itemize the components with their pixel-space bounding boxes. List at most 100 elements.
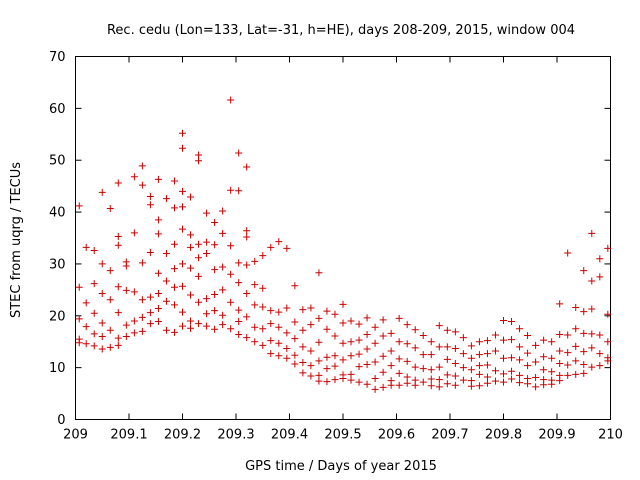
data-point <box>162 250 170 258</box>
data-point <box>516 343 524 351</box>
data-point <box>299 369 307 377</box>
data-point <box>203 322 211 330</box>
data-point <box>211 218 219 226</box>
data-point <box>203 209 211 217</box>
data-point <box>219 207 227 215</box>
data-point <box>154 305 162 313</box>
data-point <box>508 354 516 362</box>
data-point <box>130 317 138 325</box>
data-point <box>580 308 588 316</box>
data-point <box>291 360 299 368</box>
data-point <box>187 264 195 272</box>
data-point <box>435 363 443 371</box>
data-point <box>483 361 491 369</box>
data-point <box>355 350 363 358</box>
data-point <box>203 238 211 246</box>
data-point <box>90 280 98 288</box>
data-point <box>588 363 596 371</box>
data-point <box>154 289 162 297</box>
y-tick-label: 10 <box>49 361 66 376</box>
data-point <box>275 323 283 331</box>
data-point <box>379 368 387 376</box>
data-point <box>82 243 90 251</box>
data-point <box>82 299 90 307</box>
data-point <box>130 329 138 337</box>
data-point <box>363 380 371 388</box>
data-point <box>243 289 251 297</box>
data-point <box>532 341 540 349</box>
data-point <box>339 339 347 347</box>
data-point <box>267 243 275 251</box>
data-point <box>604 310 612 318</box>
data-point <box>427 338 435 346</box>
data-point <box>331 332 339 340</box>
data-point <box>243 261 251 269</box>
data-point <box>138 313 146 321</box>
data-point <box>203 250 211 258</box>
data-point <box>170 204 178 212</box>
data-point <box>299 358 307 366</box>
data-point <box>98 345 106 353</box>
data-point <box>267 320 275 328</box>
data-point <box>475 382 483 390</box>
data-point <box>403 357 411 365</box>
data-point <box>564 249 572 257</box>
data-point <box>451 372 459 380</box>
data-point <box>395 369 403 377</box>
data-point <box>379 383 387 391</box>
data-point <box>347 352 355 360</box>
data-point <box>259 325 267 333</box>
data-point <box>451 328 459 336</box>
data-point <box>524 349 532 357</box>
data-point <box>98 319 106 327</box>
data-point <box>138 181 146 189</box>
data-point <box>387 362 395 370</box>
data-point <box>122 262 130 270</box>
data-point <box>187 243 195 251</box>
data-point <box>315 314 323 322</box>
data-point <box>564 361 572 369</box>
data-point <box>491 347 499 355</box>
data-point <box>604 244 612 252</box>
data-point <box>162 297 170 305</box>
data-point <box>540 381 548 389</box>
data-point <box>98 188 106 196</box>
y-tick-label: 30 <box>49 257 66 272</box>
data-point <box>403 379 411 387</box>
data-point <box>459 364 467 372</box>
data-point <box>403 321 411 329</box>
data-point <box>122 333 130 341</box>
data-point <box>331 362 339 370</box>
data-point <box>556 300 564 308</box>
data-point <box>395 338 403 346</box>
data-point <box>170 240 178 248</box>
data-point <box>259 303 267 311</box>
data-point <box>114 232 122 240</box>
data-point <box>219 229 227 237</box>
data-point <box>355 378 363 386</box>
data-point <box>419 365 427 373</box>
y-tick-label: 60 <box>49 102 66 117</box>
x-tick-label: 209.9 <box>538 428 575 443</box>
data-point <box>371 375 379 383</box>
data-point <box>219 321 227 329</box>
data-point <box>154 230 162 238</box>
data-point <box>170 283 178 291</box>
data-point <box>548 338 556 346</box>
data-point <box>138 296 146 304</box>
data-point <box>251 338 259 346</box>
data-point <box>580 267 588 275</box>
data-point <box>572 342 580 350</box>
data-point <box>307 362 315 370</box>
data-point <box>291 351 299 359</box>
data-point <box>387 381 395 389</box>
y-tick-label: 70 <box>49 50 66 65</box>
data-point <box>98 333 106 341</box>
data-point <box>195 272 203 280</box>
data-point <box>379 332 387 340</box>
data-point <box>387 329 395 337</box>
data-point <box>588 277 596 285</box>
data-point <box>580 348 588 356</box>
data-point <box>291 335 299 343</box>
data-point <box>114 309 122 317</box>
